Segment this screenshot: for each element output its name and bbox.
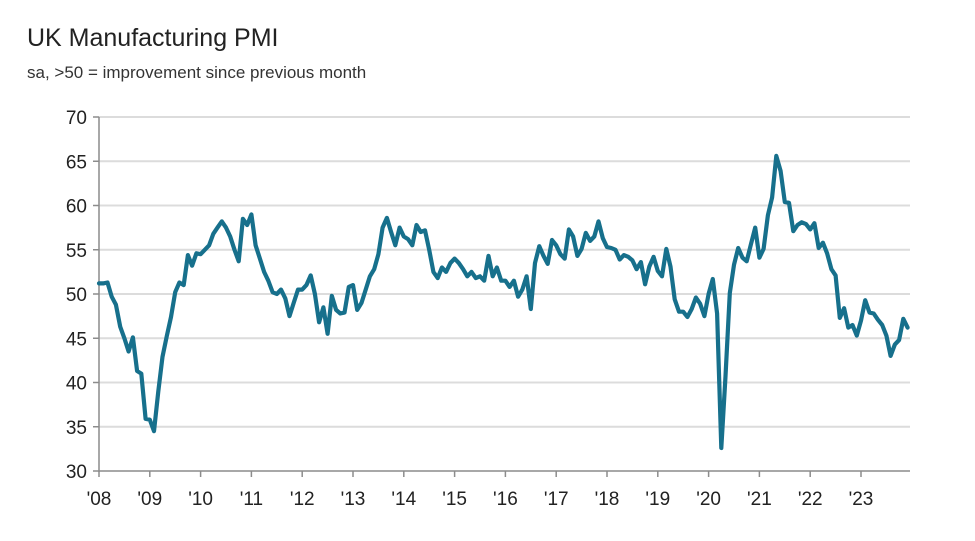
y-tick-label: 70: [66, 108, 87, 129]
x-tick-label: '10: [188, 489, 213, 510]
x-tick-label: '21: [747, 489, 772, 510]
x-tick-label: '17: [544, 489, 569, 510]
x-tick-label: '22: [798, 489, 823, 510]
y-tick-label: 55: [66, 241, 87, 262]
series-line-pmi: [96, 153, 910, 451]
y-tick-label: 50: [66, 285, 87, 306]
y-tick-label: 60: [66, 197, 87, 218]
x-tick-label: '23: [849, 489, 874, 510]
y-tick-label: 40: [66, 374, 87, 395]
x-tick-label: '12: [290, 489, 315, 510]
x-tick-label: '13: [341, 489, 366, 510]
y-tick-label: 35: [66, 418, 87, 439]
gridlines: [99, 116, 910, 428]
x-tick-label: '18: [595, 489, 620, 510]
x-tick-label: '19: [645, 489, 670, 510]
chart-subtitle: sa, >50 = improvement since previous mon…: [27, 63, 367, 82]
y-tick-label: 45: [66, 329, 87, 350]
y-tick-label: 30: [66, 462, 87, 483]
y-tick-label: 65: [66, 152, 87, 173]
x-tick-label: '14: [391, 489, 416, 510]
chart-title: UK Manufacturing PMI: [27, 24, 279, 52]
x-tick-label: '20: [696, 489, 721, 510]
x-tick-label: '08: [87, 489, 112, 510]
x-tick-label: '15: [442, 489, 467, 510]
y-axis-ticks: 30 35 40 45 50 55 60 65 70: [66, 108, 99, 483]
x-axis-ticks: '08 '09 '10 '11 '12 '13 '14 '15 '16 '17 '18 '19 '20 '…: [87, 471, 874, 510]
x-tick-label: '16: [493, 489, 518, 510]
x-tick-label: '09: [137, 489, 162, 510]
x-tick-label: '11: [240, 489, 263, 510]
